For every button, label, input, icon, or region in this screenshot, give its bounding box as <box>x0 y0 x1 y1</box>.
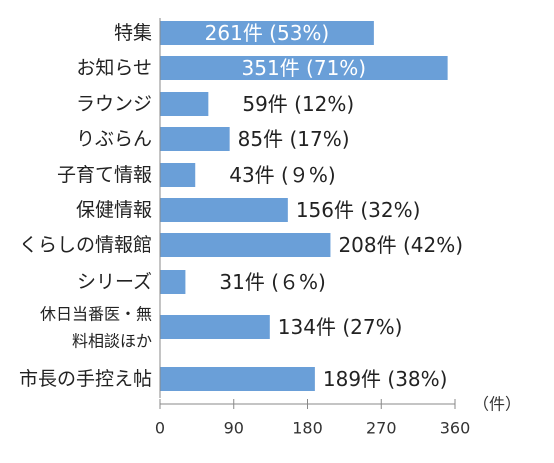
value-labels: 261件 (53%) 351件 (71%) 59件 (12%) 85件 (17%) 43… <box>205 21 463 391</box>
bar <box>160 315 270 339</box>
category-label: 料相談ほか <box>72 332 152 351</box>
bar <box>160 127 230 151</box>
data-label: 156件 (32%) <box>296 198 421 222</box>
bar <box>160 198 288 222</box>
category-label: 特集 <box>114 22 152 44</box>
data-label: 43件 (９%) <box>229 163 335 187</box>
category-label: 保健情報 <box>76 199 152 221</box>
category-label: 子育て情報 <box>57 164 152 186</box>
x-tick-label: 360 <box>440 419 471 438</box>
data-label: 31件 (６%) <box>219 270 325 294</box>
data-label: 351件 (71%) <box>242 56 367 80</box>
x-tick-label: 180 <box>292 419 323 438</box>
category-label: 市長の手控え帖 <box>19 368 152 390</box>
category-label: シリーズ <box>77 271 152 293</box>
x-axis: 0 90 180 270 360（件） <box>155 18 521 438</box>
bar <box>160 56 448 80</box>
data-label: 134件 (27%) <box>278 315 403 339</box>
bar <box>160 367 315 391</box>
x-axis-unit: （件） <box>473 395 521 414</box>
bars-layer <box>160 21 448 391</box>
category-label: りぶらん <box>76 128 152 150</box>
bar <box>160 233 331 257</box>
bar <box>160 270 186 294</box>
x-tick-label: 0 <box>155 419 165 438</box>
x-tick-label: 270 <box>366 419 397 438</box>
data-label: 208件 (42%) <box>338 233 463 257</box>
category-label: ラウンジ <box>76 93 152 115</box>
category-label: お知らせ <box>76 57 152 79</box>
data-label: 261件 (53%) <box>205 21 330 45</box>
category-labels: 特集お知らせラウンジりぶらん子育て情報保健情報くらしの情報館シリーズ休日当番医・… <box>19 22 152 390</box>
data-label: 85件 (17%) <box>238 127 350 151</box>
data-label: 189件 (38%) <box>323 367 448 391</box>
category-label: くらしの情報館 <box>19 234 152 256</box>
bar <box>160 21 374 45</box>
bar <box>160 163 196 187</box>
data-label: 59件 (12%) <box>242 92 354 116</box>
x-tick-label: 90 <box>224 419 244 438</box>
bar <box>160 92 209 116</box>
category-label: 休日当番医・無 <box>40 305 152 324</box>
